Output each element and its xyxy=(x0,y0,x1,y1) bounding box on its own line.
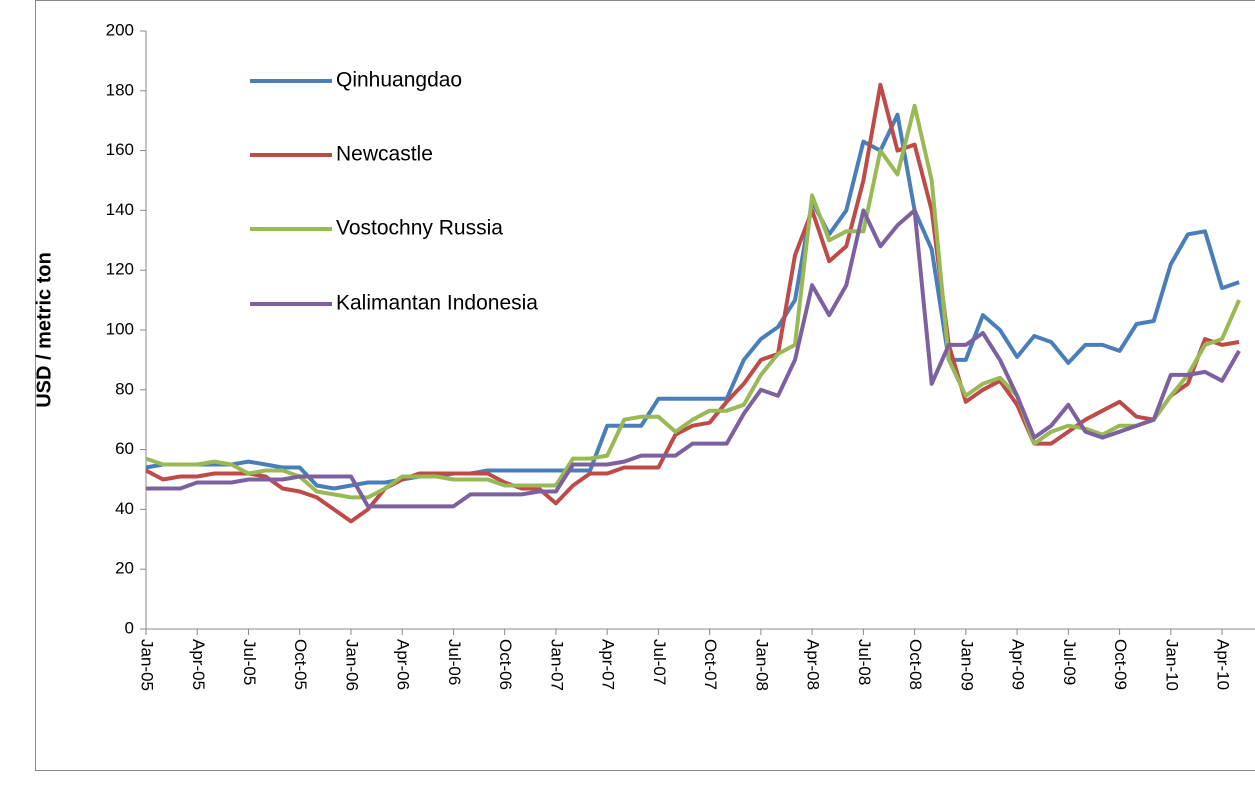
y-tick-label: 200 xyxy=(106,20,134,39)
y-tick-label: 160 xyxy=(106,140,134,159)
x-tick-label: Oct-09 xyxy=(1111,639,1130,690)
x-tick-label: Apr-05 xyxy=(189,639,208,690)
x-tick-label: Jul-08 xyxy=(855,639,874,685)
x-tick-label: Oct-06 xyxy=(496,639,515,690)
x-tick-label: Apr-06 xyxy=(394,639,413,690)
y-tick-label: 180 xyxy=(106,80,134,99)
legend-text: Kalimantan Indonesia xyxy=(336,292,538,315)
legend-text: Newcastle xyxy=(336,143,433,166)
x-tick-label: Jan-07 xyxy=(547,639,566,691)
x-tick-label: Apr-10 xyxy=(1214,639,1233,690)
x-tick-label: Oct-08 xyxy=(906,639,925,690)
x-tick-label: Jan-05 xyxy=(138,639,157,691)
series-line xyxy=(145,82,1240,524)
legend-text: Qinhuangdao xyxy=(336,69,462,92)
x-tick-label: Jan-08 xyxy=(752,639,771,691)
y-tick-label: 80 xyxy=(115,379,134,398)
series-line xyxy=(146,208,1241,509)
x-tick-label: Apr-08 xyxy=(804,639,823,690)
x-tick-label: Oct-07 xyxy=(701,639,720,690)
y-tick-label: 120 xyxy=(106,260,134,279)
x-tick-label: Jul-05 xyxy=(240,639,259,685)
y-tick-label: 20 xyxy=(115,559,134,578)
x-tick-label: Oct-05 xyxy=(291,639,310,690)
y-tick-label: 60 xyxy=(115,439,134,458)
legend-text: Vostochny Russia xyxy=(336,217,503,240)
x-tick-label: Jul-06 xyxy=(445,639,464,685)
x-tick-label: Apr-07 xyxy=(599,639,618,690)
y-axis-title: USD / metric ton xyxy=(33,252,55,408)
y-tick-label: 40 xyxy=(115,499,134,518)
x-tick-label: Jan-10 xyxy=(1162,639,1181,691)
x-tick-label: Jul-07 xyxy=(650,639,669,685)
x-tick-label: Jan-09 xyxy=(957,639,976,691)
y-tick-label: 100 xyxy=(106,319,134,338)
series-line xyxy=(145,112,1240,491)
x-tick-label: Jan-06 xyxy=(342,639,361,691)
chart-frame xyxy=(35,0,1255,771)
y-tick-label: 0 xyxy=(125,618,134,637)
series-line xyxy=(145,103,1241,500)
x-tick-label: Apr-09 xyxy=(1009,639,1028,690)
y-tick-label: 140 xyxy=(106,200,134,219)
x-tick-label: Jul-09 xyxy=(1060,639,1079,685)
